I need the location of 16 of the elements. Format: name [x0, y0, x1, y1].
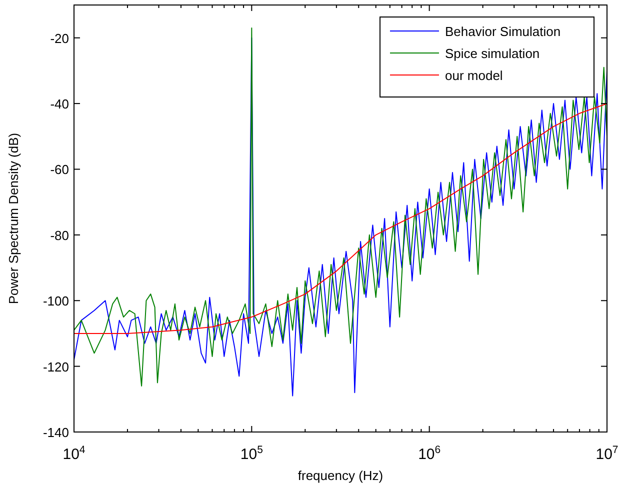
- x-tick-label: 10$^{5}$: [240, 444, 264, 463]
- y-tick-label: -20: [50, 30, 69, 46]
- legend-label: Spice simulation: [445, 46, 540, 61]
- legend-label: Behavior Simulation: [445, 24, 561, 39]
- y-tick-label: -40: [50, 96, 69, 112]
- x-tick-label: 10$^{4}$: [62, 444, 86, 463]
- x-tick-label: 10$^{7}$: [596, 444, 618, 463]
- y-tick-label: -80: [50, 228, 69, 243]
- y-tick-label: -120: [42, 359, 69, 374]
- y-tick-label: -140: [42, 425, 69, 440]
- y-tick-label: -100: [42, 294, 69, 309]
- y-tick-label: -60: [50, 162, 69, 178]
- y-axis-title: Power Spectrum Density (dB): [6, 132, 21, 304]
- x-tick-label: 10$^{6}$: [418, 444, 441, 463]
- x-axis-title: frequency (Hz): [298, 468, 384, 483]
- legend-label: our model: [445, 68, 503, 83]
